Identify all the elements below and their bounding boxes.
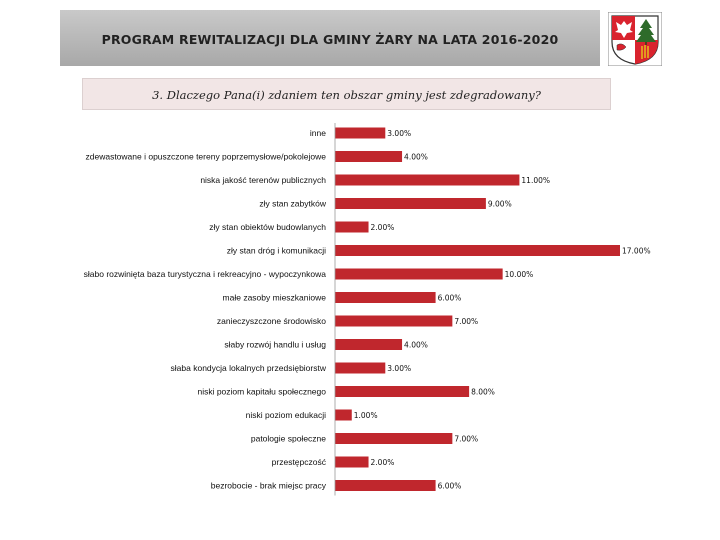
- bar: [335, 198, 486, 209]
- value-label: 3.00%: [387, 364, 411, 373]
- value-label: 6.00%: [438, 294, 462, 303]
- bar: [335, 339, 403, 350]
- value-label: 7.00%: [454, 435, 478, 444]
- category-label: zły stan dróg i komunikacji: [227, 246, 326, 256]
- value-label: 9.00%: [488, 200, 512, 209]
- category-label: słabo rozwinięta baza turystyczna i rekr…: [84, 269, 327, 279]
- category-label: zdewastowane i opuszczone tereny poprzem…: [86, 152, 327, 162]
- bar: [335, 292, 436, 303]
- bar: [335, 480, 436, 491]
- category-label: bezrobocie - brak miejsc pracy: [211, 481, 327, 491]
- category-label: inne: [310, 128, 326, 138]
- category-label: patologie społeczne: [251, 434, 326, 444]
- bar: [335, 315, 453, 327]
- bar: [335, 174, 520, 186]
- value-label: 17.00%: [622, 247, 651, 256]
- category-label: małe zasoby mieszkaniowe: [223, 293, 327, 303]
- category-label: niski poziom kapitału społecznego: [197, 387, 326, 397]
- category-label: niski poziom edukacji: [246, 410, 326, 420]
- bar: [335, 127, 386, 139]
- coat-of-arms-icon: [608, 12, 662, 66]
- value-label: 7.00%: [454, 317, 478, 326]
- bar: [335, 151, 403, 162]
- header-banner: PROGRAM REWITALIZACJI DLA GMINY ŻARY NA …: [60, 10, 600, 66]
- value-label: 2.00%: [371, 458, 395, 467]
- question-title: 3. Dlaczego Pana(i) zdaniem ten obszar g…: [152, 88, 541, 102]
- value-label: 3.00%: [387, 129, 411, 138]
- category-label: zły stan obiektów budowlanych: [209, 222, 326, 232]
- bar: [335, 221, 369, 233]
- page-title: PROGRAM REWITALIZACJI DLA GMINY ŻARY NA …: [101, 32, 559, 47]
- bar: [335, 386, 470, 397]
- question-box: 3. Dlaczego Pana(i) zdaniem ten obszar g…: [82, 78, 611, 110]
- value-label: 11.00%: [521, 176, 550, 185]
- value-label: 8.00%: [471, 388, 495, 397]
- category-label: przestępczość: [272, 457, 327, 467]
- bar: [335, 362, 386, 374]
- value-label: 10.00%: [505, 270, 534, 279]
- category-label: niska jakość terenów publicznych: [200, 175, 326, 185]
- bar: [335, 456, 369, 468]
- value-label: 4.00%: [404, 341, 428, 350]
- category-label: zanieczyszczone środowisko: [217, 316, 326, 326]
- value-label: 2.00%: [371, 223, 395, 232]
- category-label: słaba kondycja lokalnych przedsiębiorstw: [171, 363, 327, 373]
- value-label: 6.00%: [438, 482, 462, 491]
- category-label: zły stan zabytków: [259, 199, 326, 209]
- bar: [335, 433, 453, 444]
- bar: [335, 245, 620, 256]
- category-label: słaby rozwój handlu i usług: [224, 340, 326, 350]
- value-label: 1.00%: [354, 411, 378, 420]
- value-label: 4.00%: [404, 153, 428, 162]
- bar: [335, 268, 503, 280]
- bar: [335, 409, 352, 421]
